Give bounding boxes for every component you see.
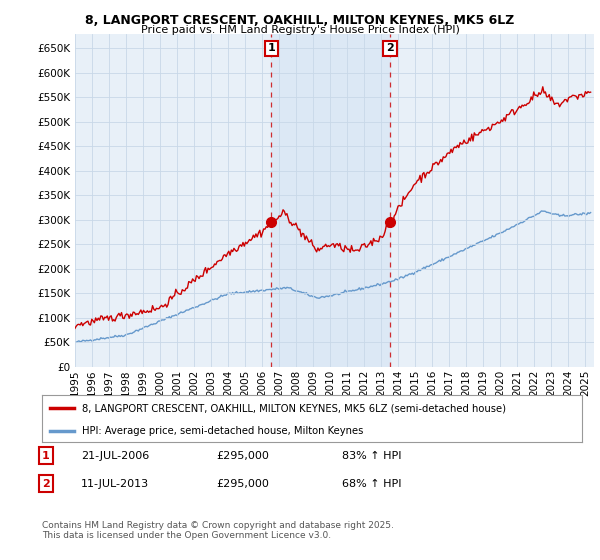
Text: 8, LANGPORT CRESCENT, OAKHILL, MILTON KEYNES, MK5 6LZ (semi-detached house): 8, LANGPORT CRESCENT, OAKHILL, MILTON KE… [83, 403, 506, 413]
Text: 83% ↑ HPI: 83% ↑ HPI [342, 451, 401, 461]
Text: 8, LANGPORT CRESCENT, OAKHILL, MILTON KEYNES, MK5 6LZ: 8, LANGPORT CRESCENT, OAKHILL, MILTON KE… [85, 14, 515, 27]
Text: £295,000: £295,000 [216, 451, 269, 461]
Text: 2: 2 [42, 479, 50, 489]
Text: HPI: Average price, semi-detached house, Milton Keynes: HPI: Average price, semi-detached house,… [83, 426, 364, 436]
Text: 68% ↑ HPI: 68% ↑ HPI [342, 479, 401, 489]
Text: Price paid vs. HM Land Registry's House Price Index (HPI): Price paid vs. HM Land Registry's House … [140, 25, 460, 35]
Text: 21-JUL-2006: 21-JUL-2006 [81, 451, 149, 461]
Text: 2: 2 [386, 43, 394, 53]
Text: 11-JUL-2013: 11-JUL-2013 [81, 479, 149, 489]
Bar [271, 34, 390, 367]
Text: Contains HM Land Registry data © Crown copyright and database right 2025.
This d: Contains HM Land Registry data © Crown c… [42, 521, 394, 540]
Text: 1: 1 [268, 43, 275, 53]
Text: 1: 1 [42, 451, 50, 461]
Text: £295,000: £295,000 [216, 479, 269, 489]
